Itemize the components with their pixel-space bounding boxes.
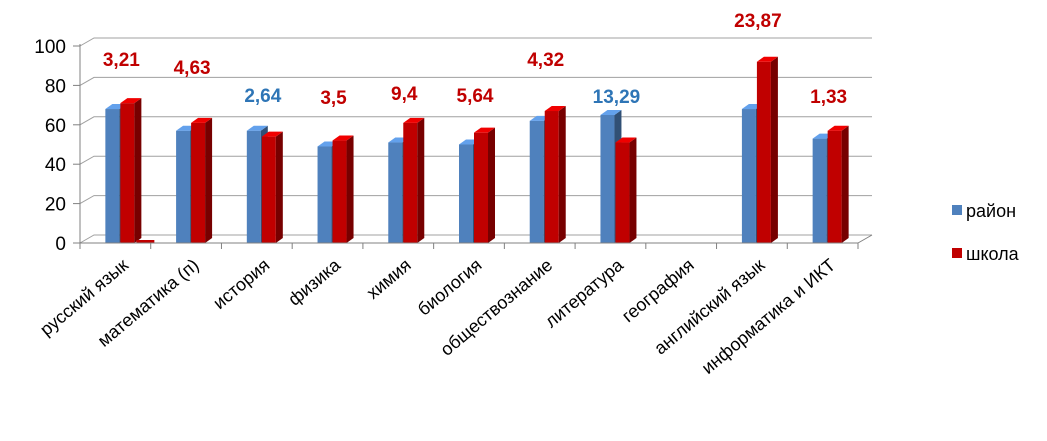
bar-rayon-front bbox=[812, 138, 827, 243]
bar-shkola-front bbox=[120, 103, 135, 243]
value-annotation: 3,21 bbox=[103, 50, 140, 71]
bar-shkola bbox=[261, 131, 283, 243]
bar-shkola-front bbox=[827, 130, 842, 243]
category-label: физика bbox=[284, 254, 345, 309]
bar-rayon-front bbox=[317, 146, 332, 243]
bar-shkola-side bbox=[770, 56, 778, 244]
floor-edge bbox=[857, 234, 873, 244]
bar-extra bbox=[136, 240, 155, 243]
value-annotation: 4,63 bbox=[174, 58, 211, 79]
value-annotation: 3,5 bbox=[320, 88, 347, 109]
y-tick-label: 60 bbox=[45, 116, 66, 137]
grid-line bbox=[79, 76, 872, 86]
bar-rayon-front bbox=[600, 114, 615, 243]
bar-rayon-front bbox=[105, 109, 120, 243]
value-annotation: 1,33 bbox=[810, 87, 847, 108]
bar-rayon-front bbox=[388, 142, 403, 243]
y-axis-ticks: 0 20 40 60 80 100 bbox=[34, 37, 66, 255]
bar-shkola-side bbox=[417, 117, 425, 243]
bar-shkola-front bbox=[261, 136, 276, 243]
bar-shkola-front bbox=[615, 142, 630, 243]
bar-shkola bbox=[120, 98, 142, 243]
category-label: литература bbox=[541, 254, 628, 331]
bar-shkola-side bbox=[134, 98, 142, 243]
legend: район школа bbox=[952, 201, 1020, 264]
bar-shkola-front bbox=[191, 122, 206, 243]
bar-shkola bbox=[474, 127, 495, 243]
bar-rayon-front bbox=[176, 130, 191, 243]
bar-shkola-top bbox=[403, 117, 425, 123]
value-annotation: 9,4 bbox=[391, 84, 418, 105]
bar-shkola bbox=[827, 125, 849, 243]
bar-shkola-front bbox=[332, 140, 347, 243]
bar-shkola-top bbox=[756, 56, 778, 62]
y-tick-label: 80 bbox=[45, 76, 66, 97]
bar-shkola-top bbox=[615, 137, 637, 143]
bar-shkola bbox=[403, 117, 425, 243]
bar-shkola-top bbox=[332, 135, 354, 141]
legend-label: школа bbox=[966, 244, 1020, 264]
bar-shkola-front bbox=[544, 111, 559, 243]
category-label: химия bbox=[363, 255, 415, 303]
category-label: биология bbox=[414, 255, 486, 320]
axes bbox=[73, 44, 873, 249]
bar-shkola-side bbox=[275, 131, 283, 243]
bar-shkola-top bbox=[544, 106, 566, 112]
bar-shkola-front bbox=[474, 132, 488, 243]
bar-shkola-side bbox=[205, 117, 213, 243]
bar-shkola-top bbox=[261, 131, 283, 137]
grid-line bbox=[79, 37, 872, 47]
legend-swatch bbox=[952, 248, 962, 258]
bar-shkola bbox=[332, 135, 354, 243]
bar-shkola-top bbox=[120, 98, 142, 104]
y-tick-label: 40 bbox=[45, 155, 66, 176]
value-annotation: 2,64 bbox=[244, 86, 281, 107]
legend-swatch bbox=[952, 205, 962, 215]
bar-shkola bbox=[544, 106, 566, 243]
y-tick-label: 100 bbox=[34, 37, 66, 58]
value-annotation: 13,29 bbox=[593, 87, 641, 108]
bar-shkola-front bbox=[403, 122, 418, 243]
value-annotation: 5,64 bbox=[457, 86, 494, 107]
bar-rayon-top bbox=[600, 109, 622, 115]
bar-shkola-top bbox=[827, 125, 849, 131]
bar-shkola-side bbox=[629, 137, 637, 243]
bar-shkola-front bbox=[756, 61, 771, 244]
bar-shkola-side bbox=[346, 135, 354, 243]
value-annotation: 23,87 bbox=[734, 11, 782, 32]
bar-shkola-top bbox=[474, 127, 495, 133]
bar-shkola bbox=[191, 117, 213, 243]
bar-shkola-side bbox=[488, 127, 495, 243]
bars bbox=[105, 56, 849, 244]
bar-shkola bbox=[615, 137, 637, 243]
bar-rayon-front bbox=[741, 109, 756, 243]
bar-rayon-front bbox=[459, 144, 473, 243]
value-annotations: 3,21 4,63 2,64 3,5 9,4 5,64 4,32 13,29 23,87 1,33 bbox=[103, 11, 847, 109]
bar-rayon-front bbox=[246, 130, 261, 243]
category-label: информатика и ИКТ bbox=[698, 255, 839, 378]
bar-rayon-front bbox=[529, 120, 544, 243]
bar-rayon-top bbox=[246, 125, 268, 131]
y-tick-label: 20 bbox=[45, 195, 66, 216]
category-label: история bbox=[209, 255, 273, 313]
bar-shkola-side bbox=[841, 125, 849, 243]
y-tick-label: 0 bbox=[55, 234, 66, 255]
bar-shkola-top bbox=[191, 117, 213, 123]
bar-shkola-side bbox=[558, 106, 566, 243]
bar-shkola bbox=[756, 56, 778, 244]
legend-label: район bbox=[966, 201, 1016, 221]
value-annotation: 4,32 bbox=[527, 50, 564, 71]
